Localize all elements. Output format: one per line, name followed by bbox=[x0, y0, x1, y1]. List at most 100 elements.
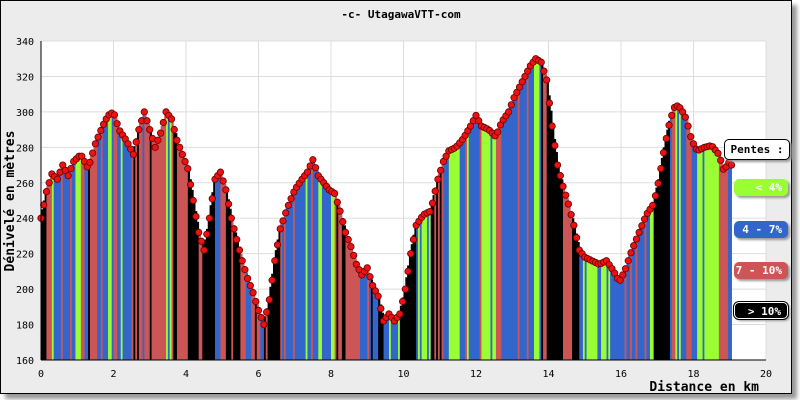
slope-bar bbox=[572, 218, 575, 360]
elevation-marker bbox=[632, 235, 641, 243]
slope-bar bbox=[492, 133, 495, 360]
slope-bar bbox=[546, 79, 549, 360]
elevation-marker bbox=[235, 246, 244, 254]
slope-bar bbox=[682, 111, 685, 360]
slope-bar bbox=[283, 212, 287, 360]
slope-bar bbox=[398, 313, 401, 360]
slope-bar bbox=[42, 200, 46, 360]
elevation-marker bbox=[89, 149, 97, 157]
slope-bar bbox=[630, 250, 633, 360]
slope-bar bbox=[704, 146, 707, 360]
slope-bar bbox=[488, 129, 491, 360]
slope-bar bbox=[236, 239, 239, 360]
slope-bar bbox=[171, 118, 174, 360]
slope-bar bbox=[218, 172, 221, 360]
slope-bar bbox=[573, 225, 577, 360]
elevation-marker bbox=[159, 118, 167, 127]
slope-bar bbox=[700, 148, 703, 360]
slope-bar bbox=[336, 199, 339, 360]
slope-bar bbox=[124, 137, 127, 360]
slope-bar bbox=[427, 212, 430, 360]
slope-bar bbox=[693, 143, 696, 360]
slope-bar bbox=[474, 115, 477, 360]
x-axis-label: Distance en km bbox=[649, 380, 759, 393]
slope-bar bbox=[715, 149, 718, 360]
slope-bar bbox=[271, 273, 274, 360]
elevation-marker bbox=[263, 308, 271, 316]
elevation-marker bbox=[494, 128, 502, 136]
slope-bar bbox=[135, 137, 138, 360]
elevation-marker bbox=[363, 264, 371, 272]
slope-bar bbox=[258, 310, 261, 360]
slope-bar bbox=[577, 241, 580, 360]
slope-bar bbox=[227, 199, 230, 360]
slope-bar bbox=[476, 115, 479, 360]
slope-bar bbox=[660, 157, 664, 360]
slope-bar bbox=[651, 204, 655, 360]
y-tick-labels: 160 180 200 220 240 260 280 300 320 340 bbox=[16, 37, 34, 367]
elevation-marker bbox=[176, 143, 184, 151]
slope-bar bbox=[367, 267, 370, 360]
slope-bar bbox=[287, 203, 290, 360]
slope-bar bbox=[225, 189, 229, 360]
slope-bar bbox=[597, 263, 600, 360]
elevation-marker bbox=[336, 207, 344, 215]
slope-bar bbox=[441, 161, 444, 360]
slope-bar bbox=[443, 157, 446, 360]
slope-bar bbox=[588, 258, 591, 360]
elevation-marker bbox=[627, 249, 635, 257]
slope-bar bbox=[180, 149, 183, 360]
slope-bar bbox=[430, 203, 433, 360]
slope-bar bbox=[48, 179, 51, 360]
chart-frame: -c- UtagawaVTT-com 0 2 4 6 8 10 12 14 16 18 20 160… bbox=[0, 0, 792, 394]
elevation-marker bbox=[244, 274, 252, 283]
elevation-marker bbox=[97, 126, 105, 135]
slope-bar bbox=[586, 258, 589, 360]
elevation-marker bbox=[230, 225, 238, 233]
slope-bar bbox=[698, 149, 702, 360]
slope-bar bbox=[617, 278, 620, 360]
slope-bar bbox=[501, 119, 504, 360]
slope-bar bbox=[102, 122, 105, 361]
x-tick-label: 0 bbox=[38, 369, 44, 380]
elevation-marker bbox=[564, 200, 573, 208]
slope-bar bbox=[231, 218, 234, 360]
elevation-marker bbox=[238, 257, 246, 265]
slope-bar bbox=[418, 219, 421, 360]
elevation-marker bbox=[181, 157, 189, 166]
elevation-marker bbox=[154, 136, 162, 144]
slope-bar bbox=[385, 316, 388, 360]
slope-bar bbox=[71, 161, 75, 360]
elevation-marker bbox=[252, 297, 260, 306]
slope-bar bbox=[434, 187, 437, 360]
elevation-marker bbox=[110, 111, 119, 119]
slope-bar bbox=[671, 110, 674, 360]
slope-bar bbox=[91, 149, 94, 360]
elevation-marker bbox=[543, 76, 551, 84]
slope-bar bbox=[331, 191, 334, 360]
slope-bar bbox=[416, 222, 419, 360]
elevation-marker bbox=[257, 313, 265, 322]
legend-item: 4 - 7% bbox=[734, 221, 788, 238]
slope-bar bbox=[79, 154, 82, 360]
elevation-marker bbox=[553, 161, 562, 169]
slope-bar bbox=[89, 156, 93, 360]
slope-bar bbox=[553, 139, 557, 360]
x-tick-label: 2 bbox=[110, 369, 116, 380]
elevation-marker bbox=[227, 214, 235, 222]
y-tick-label: 160 bbox=[16, 356, 34, 367]
slope-bar bbox=[99, 130, 102, 360]
slope-bar bbox=[613, 271, 616, 360]
slope-bar bbox=[640, 223, 644, 360]
slope-bar bbox=[256, 304, 259, 360]
slope-bar bbox=[615, 274, 618, 360]
slope-bar bbox=[604, 260, 607, 360]
slope-bar bbox=[423, 213, 426, 360]
slope-bar bbox=[688, 126, 691, 360]
slope-bar bbox=[320, 178, 323, 360]
elevation-marker bbox=[173, 136, 181, 144]
elevation-marker bbox=[268, 276, 276, 284]
slope-bar bbox=[610, 266, 613, 360]
slope-bar bbox=[82, 157, 85, 360]
slope-bar bbox=[334, 193, 337, 360]
